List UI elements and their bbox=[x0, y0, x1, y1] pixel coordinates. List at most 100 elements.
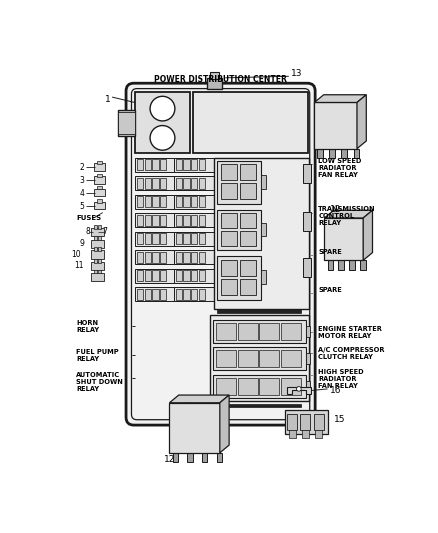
Bar bbox=[152, 270, 159, 281]
Bar bbox=[360, 260, 366, 270]
Bar bbox=[98, 247, 101, 251]
Bar bbox=[135, 287, 202, 301]
Bar bbox=[94, 176, 105, 184]
Polygon shape bbox=[314, 95, 366, 102]
Text: 5: 5 bbox=[79, 202, 84, 211]
Bar bbox=[354, 149, 359, 158]
Polygon shape bbox=[363, 210, 372, 260]
Bar bbox=[94, 237, 97, 240]
Bar bbox=[94, 225, 97, 229]
Polygon shape bbox=[287, 387, 311, 393]
Polygon shape bbox=[325, 210, 372, 218]
Bar bbox=[339, 260, 344, 270]
Bar bbox=[216, 322, 236, 340]
Text: 15: 15 bbox=[334, 415, 345, 424]
Bar bbox=[261, 270, 265, 284]
Text: 13: 13 bbox=[291, 69, 303, 78]
Bar bbox=[184, 178, 190, 189]
Bar bbox=[199, 215, 205, 225]
Bar bbox=[94, 163, 105, 171]
Bar bbox=[137, 196, 143, 207]
Bar bbox=[218, 256, 261, 300]
Polygon shape bbox=[357, 95, 366, 149]
Bar bbox=[194, 92, 308, 154]
Bar bbox=[135, 232, 202, 246]
Bar bbox=[184, 233, 190, 244]
Bar bbox=[191, 252, 198, 263]
Text: LOW SPEED
RADIATOR
FAN RELAY: LOW SPEED RADIATOR FAN RELAY bbox=[318, 158, 362, 178]
Bar bbox=[303, 164, 311, 183]
Bar bbox=[135, 195, 202, 209]
Bar bbox=[145, 233, 151, 244]
Bar bbox=[216, 350, 236, 367]
Polygon shape bbox=[170, 395, 229, 403]
Bar bbox=[184, 270, 190, 281]
Bar bbox=[314, 414, 324, 431]
Bar bbox=[97, 199, 102, 203]
Circle shape bbox=[150, 126, 175, 150]
Bar bbox=[187, 453, 193, 462]
Bar bbox=[303, 258, 311, 277]
Bar bbox=[184, 252, 190, 263]
Bar bbox=[191, 270, 198, 281]
Text: 11: 11 bbox=[75, 261, 84, 270]
Bar bbox=[191, 159, 198, 170]
Bar bbox=[174, 213, 241, 227]
Bar bbox=[176, 196, 182, 207]
Text: 16: 16 bbox=[330, 386, 341, 395]
Bar bbox=[174, 269, 241, 282]
Bar bbox=[91, 239, 103, 248]
Bar bbox=[152, 159, 159, 170]
Bar bbox=[145, 215, 151, 225]
Bar bbox=[240, 231, 256, 246]
Bar bbox=[287, 414, 297, 431]
Text: 2: 2 bbox=[79, 163, 84, 172]
Text: HIGH SPEED
RADIATOR
FAN RELAY: HIGH SPEED RADIATOR FAN RELAY bbox=[318, 369, 364, 389]
Bar bbox=[259, 378, 279, 395]
Bar bbox=[91, 262, 103, 270]
Bar bbox=[261, 175, 265, 189]
Bar bbox=[210, 315, 309, 401]
Bar bbox=[152, 196, 159, 207]
Bar bbox=[218, 309, 301, 313]
Bar bbox=[221, 231, 237, 246]
Text: SPARE: SPARE bbox=[318, 249, 342, 255]
Bar bbox=[329, 149, 335, 158]
Bar bbox=[217, 453, 222, 462]
Bar bbox=[202, 453, 208, 462]
Bar bbox=[135, 213, 202, 227]
Bar bbox=[221, 213, 237, 228]
Bar bbox=[160, 178, 166, 189]
Text: 3: 3 bbox=[79, 176, 84, 185]
Bar bbox=[349, 260, 355, 270]
Bar bbox=[137, 178, 143, 189]
Bar bbox=[152, 252, 159, 263]
Bar bbox=[174, 158, 241, 172]
Bar bbox=[137, 233, 143, 244]
Bar bbox=[176, 233, 182, 244]
Polygon shape bbox=[220, 395, 229, 453]
Bar bbox=[160, 215, 166, 225]
Text: 12: 12 bbox=[164, 455, 175, 464]
Bar bbox=[184, 215, 190, 225]
Bar bbox=[306, 326, 311, 336]
Bar bbox=[174, 232, 241, 246]
Text: AUTOMATIC
SHUT DOWN
RELAY: AUTOMATIC SHUT DOWN RELAY bbox=[77, 372, 124, 392]
Bar bbox=[289, 431, 296, 438]
Bar bbox=[137, 252, 143, 263]
Bar bbox=[210, 72, 219, 78]
Bar bbox=[240, 279, 256, 295]
Bar bbox=[176, 270, 182, 281]
Bar bbox=[259, 350, 279, 367]
Bar bbox=[240, 260, 256, 276]
Bar bbox=[176, 159, 182, 170]
Text: TRANSMISSION
CONTROL
RELAY: TRANSMISSION CONTROL RELAY bbox=[318, 206, 376, 227]
Text: 1: 1 bbox=[105, 95, 110, 104]
Bar bbox=[94, 247, 97, 251]
Bar bbox=[97, 161, 102, 164]
Bar bbox=[261, 223, 265, 237]
Circle shape bbox=[297, 386, 301, 391]
Text: HORN
RELAY: HORN RELAY bbox=[77, 320, 99, 333]
Bar bbox=[238, 378, 258, 395]
Bar bbox=[184, 196, 190, 207]
